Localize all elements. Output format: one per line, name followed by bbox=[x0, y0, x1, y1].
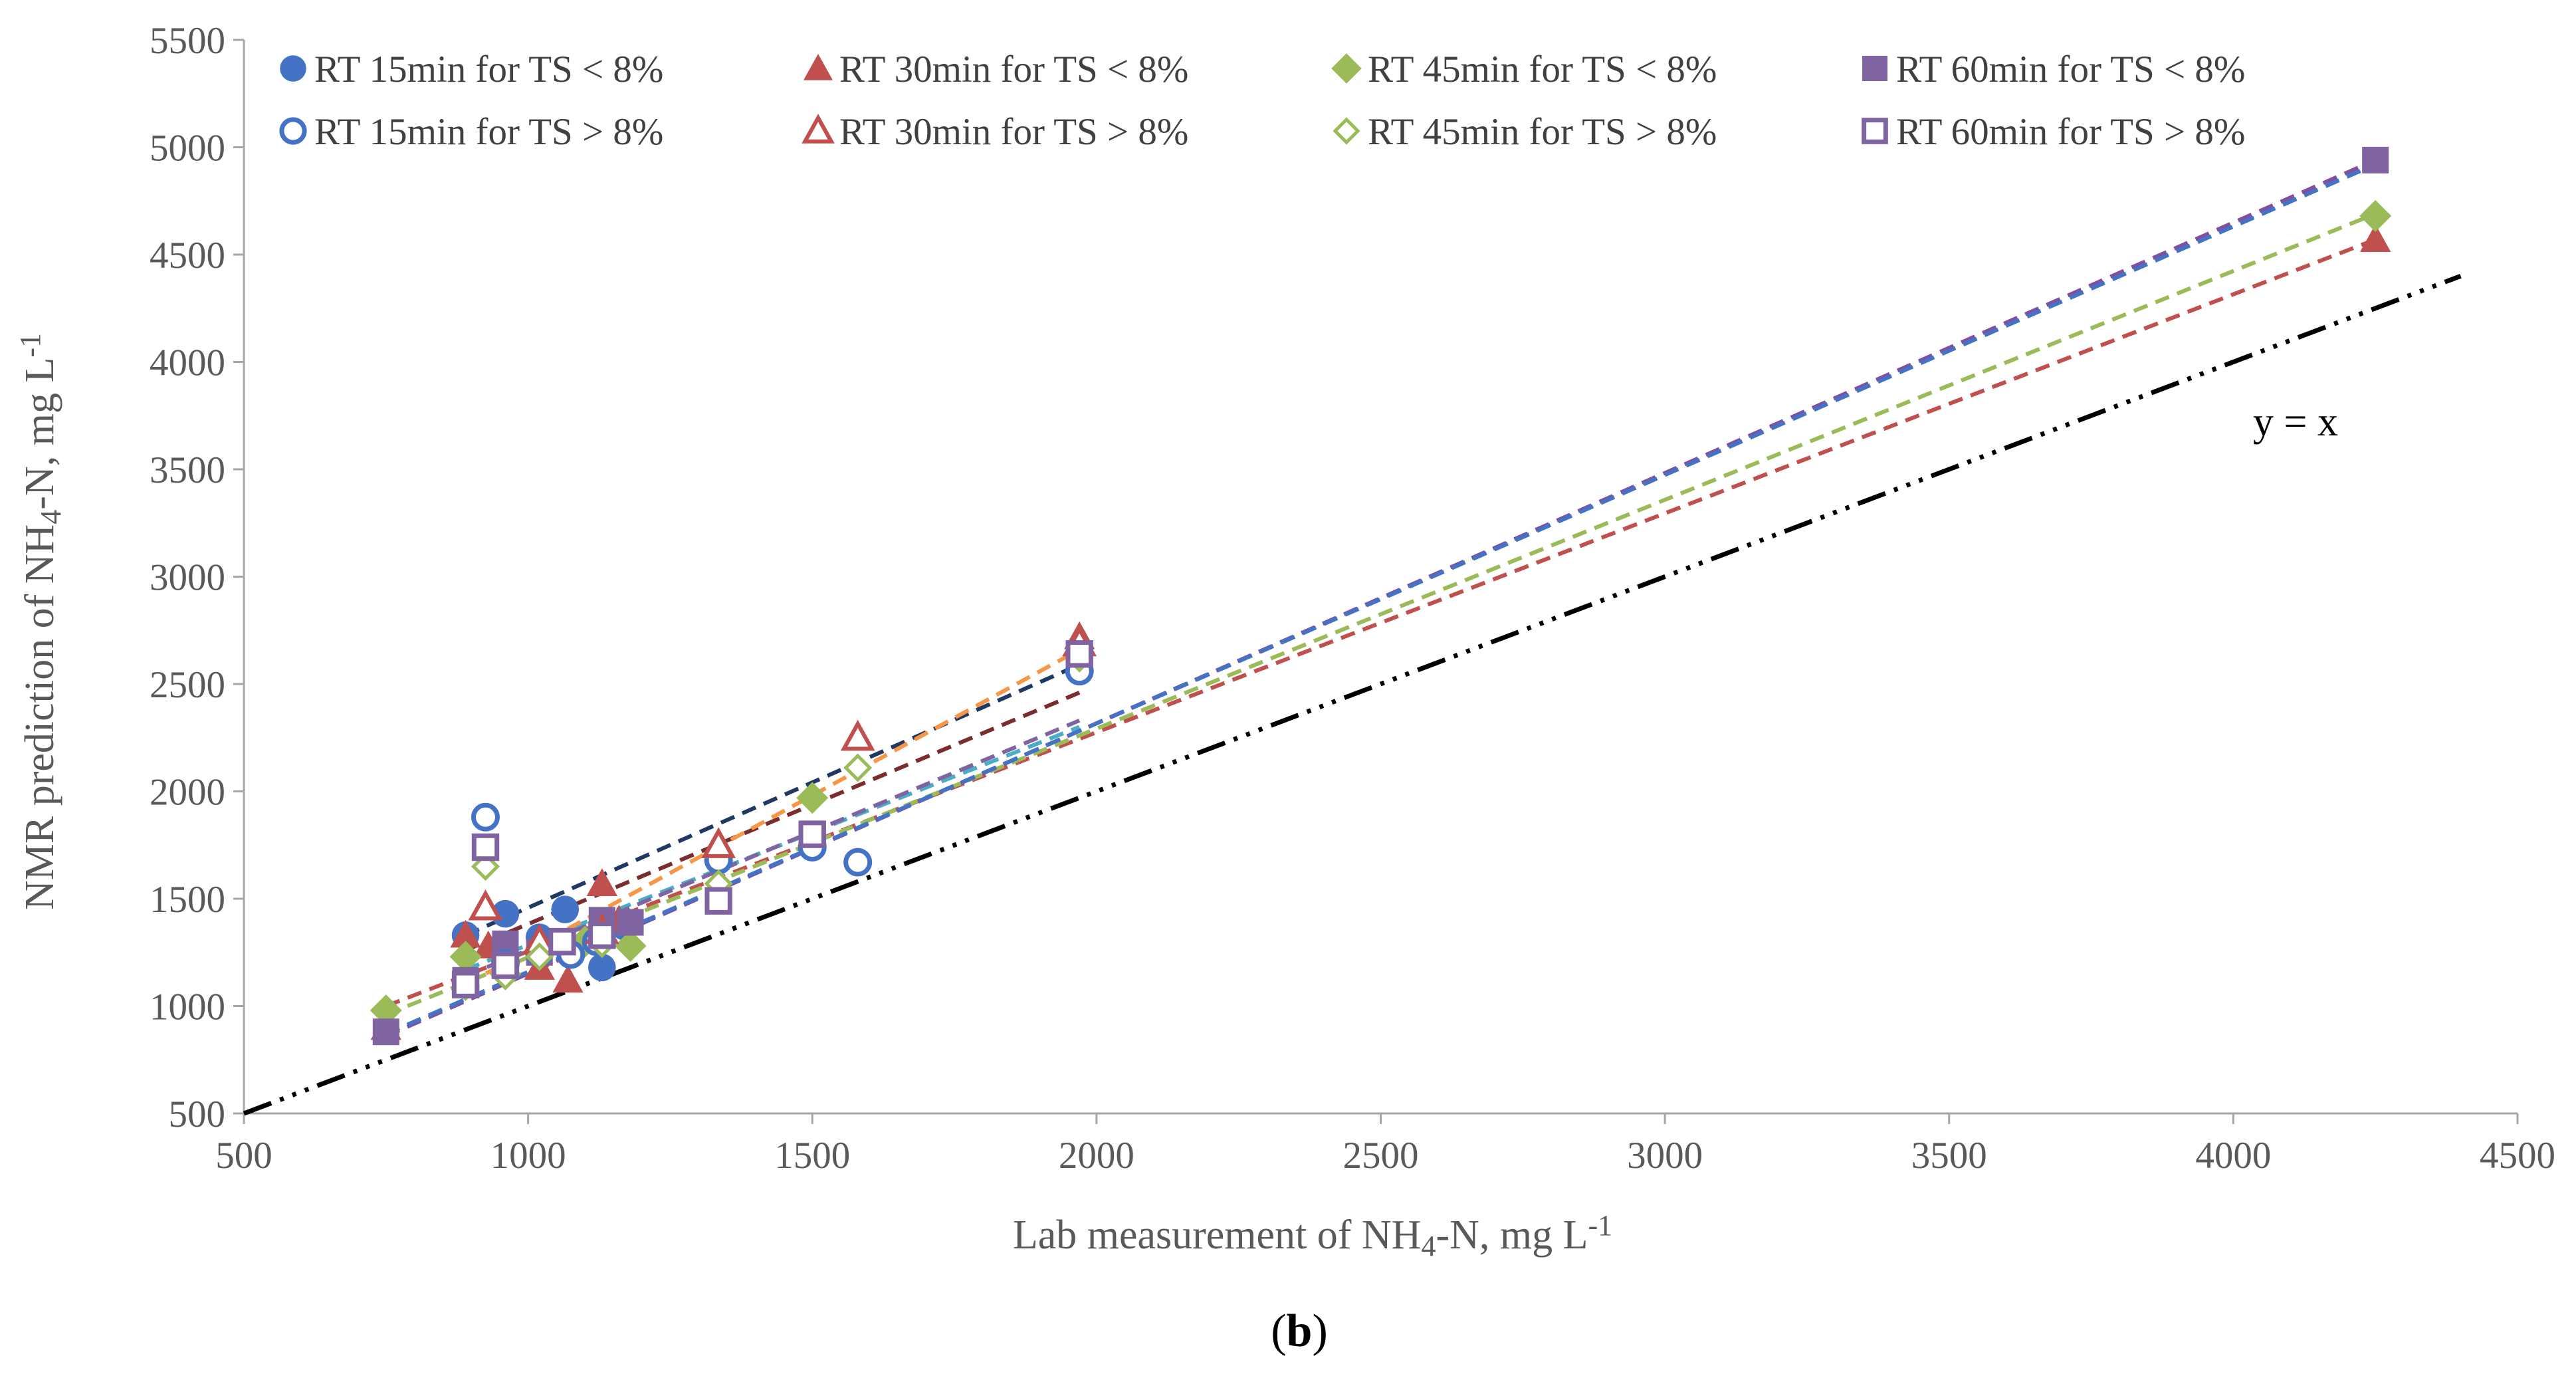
panel-open-paren: ( bbox=[1271, 1306, 1286, 1357]
data-point bbox=[1065, 640, 1093, 668]
y-axis-title: NMR prediction of NH4-N, mg L-1 bbox=[14, 333, 67, 910]
legend-label: RT 45min for TS < 8% bbox=[1368, 49, 1717, 90]
y-tick-label: 1000 bbox=[150, 986, 225, 1028]
data-point bbox=[548, 927, 576, 956]
x-title-rest: -N, mg L bbox=[1436, 1212, 1588, 1258]
data-point bbox=[588, 953, 616, 982]
trendline bbox=[385, 158, 2377, 1038]
data-point bbox=[798, 820, 826, 848]
data-point bbox=[2359, 199, 2392, 232]
axes: 500 1000 1500 2000 2500 3000 3500 4000 4500 500 10… bbox=[150, 20, 2555, 1177]
data-point bbox=[372, 1018, 399, 1046]
legend-marker bbox=[1333, 117, 1360, 145]
data-point bbox=[843, 848, 873, 877]
data-point bbox=[491, 899, 520, 928]
legend-marker bbox=[280, 55, 306, 82]
data-point bbox=[617, 909, 644, 936]
panel-letter: b bbox=[1287, 1306, 1313, 1357]
y-tick-label: 3500 bbox=[150, 449, 225, 491]
y-title-rest: -N, mg L bbox=[17, 358, 62, 510]
trendline bbox=[385, 211, 2377, 1017]
data-point bbox=[840, 719, 875, 751]
data-point bbox=[491, 951, 520, 979]
x-tick-label: 3500 bbox=[1911, 1135, 1987, 1177]
legend-marker bbox=[1862, 56, 1887, 81]
x-tick-label: 1500 bbox=[774, 1135, 850, 1177]
y-tick-label: 2500 bbox=[150, 664, 225, 706]
legend-label: RT 30min for TS > 8% bbox=[839, 111, 1188, 153]
y-tick-label: 500 bbox=[169, 1093, 226, 1135]
x-tick-label: 3000 bbox=[1627, 1135, 1703, 1177]
panel-close-paren: ) bbox=[1312, 1306, 1327, 1357]
data-point bbox=[552, 965, 584, 993]
data-point bbox=[471, 802, 500, 832]
legend-marker bbox=[1331, 53, 1362, 84]
data-point bbox=[370, 994, 402, 1026]
data-point bbox=[450, 919, 481, 948]
legend-label: RT 45min for TS > 8% bbox=[1368, 111, 1717, 153]
legend-label: RT 15min for TS > 8% bbox=[314, 111, 663, 153]
x-tick-label: 500 bbox=[215, 1135, 272, 1177]
data-point bbox=[704, 887, 732, 915]
identity-line-label: y = x bbox=[2253, 400, 2338, 445]
x-tick-label: 4500 bbox=[2480, 1135, 2555, 1177]
data-point bbox=[586, 868, 618, 896]
y-tick-label: 5000 bbox=[150, 128, 225, 170]
y-title-main: NMR prediction of NH bbox=[17, 524, 62, 910]
trendline bbox=[385, 162, 2377, 1036]
trendline bbox=[385, 237, 2377, 1008]
x-axis-title: Lab measurement of NH4-N, mg L-1 bbox=[1013, 1209, 1612, 1262]
data-point bbox=[451, 971, 480, 998]
trendlines bbox=[385, 158, 2377, 1038]
x-tick-label: 2000 bbox=[1059, 1135, 1134, 1177]
data-point bbox=[701, 827, 736, 858]
data-point bbox=[551, 895, 580, 923]
data-point bbox=[2362, 146, 2389, 173]
data-points bbox=[370, 146, 2392, 1046]
data-point bbox=[2359, 224, 2391, 252]
legend-marker bbox=[802, 114, 835, 144]
y-title-sub: 4 bbox=[35, 510, 67, 524]
y-title-sup: -1 bbox=[14, 333, 47, 358]
x-title-sub: 4 bbox=[1421, 1230, 1436, 1262]
trendline bbox=[465, 719, 1081, 978]
series-points bbox=[471, 657, 1094, 978]
data-point bbox=[471, 833, 500, 862]
legend-marker bbox=[279, 117, 307, 145]
x-title-main: Lab measurement of NH bbox=[1013, 1212, 1422, 1258]
x-tick-label: 4000 bbox=[2195, 1135, 2271, 1177]
x-tick-label: 2500 bbox=[1343, 1135, 1419, 1177]
y-tick-label: 5500 bbox=[150, 20, 225, 62]
legend-label: RT 60min for TS > 8% bbox=[1896, 111, 2245, 153]
legend-marker bbox=[803, 53, 833, 80]
legend: RT 15min for TS < 8% RT 30min for TS < 8%… bbox=[279, 49, 2245, 153]
data-point bbox=[525, 942, 554, 971]
data-point bbox=[449, 941, 482, 973]
y-tick-label: 4500 bbox=[150, 235, 225, 277]
trendline bbox=[465, 691, 1081, 953]
x-title-sup: -1 bbox=[1588, 1209, 1613, 1242]
legend-label: RT 30min for TS < 8% bbox=[839, 49, 1188, 90]
trendline bbox=[465, 663, 1081, 937]
data-point bbox=[588, 921, 616, 949]
x-tick-label: 1000 bbox=[490, 1135, 566, 1177]
y-tick-label: 2000 bbox=[150, 772, 225, 814]
series-points bbox=[370, 224, 2391, 1040]
data-point bbox=[843, 753, 873, 782]
y-tick-label: 1500 bbox=[150, 879, 225, 921]
legend-label: RT 60min for TS < 8% bbox=[1896, 49, 2245, 90]
legend-label: RT 15min for TS < 8% bbox=[314, 49, 663, 90]
y-tick-label: 3000 bbox=[150, 557, 225, 599]
series-points bbox=[451, 640, 1093, 998]
data-point bbox=[796, 782, 829, 814]
legend-marker bbox=[1862, 118, 1888, 144]
y-tick-label: 4000 bbox=[150, 342, 225, 384]
panel-label: (b) bbox=[1271, 1306, 1328, 1357]
data-point bbox=[614, 930, 647, 963]
data-point bbox=[468, 889, 503, 921]
